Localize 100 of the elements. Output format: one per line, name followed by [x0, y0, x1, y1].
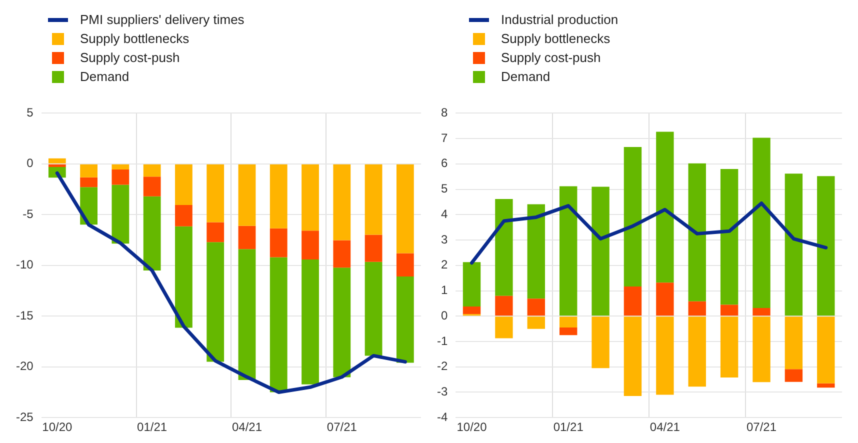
- x-tick-label: 01/21: [137, 420, 168, 434]
- bar: [143, 164, 161, 177]
- bar: [175, 164, 192, 206]
- y-tick-label: 5: [440, 182, 448, 196]
- legend-label: PMI suppliers' delivery times: [80, 12, 244, 27]
- bar: [396, 164, 414, 254]
- bar: [48, 164, 66, 167]
- bar: [592, 186, 610, 316]
- legend-label: Industrial production: [501, 12, 618, 27]
- bar: [238, 249, 256, 380]
- y-tick-label: -4: [437, 410, 448, 424]
- bar: [80, 177, 98, 188]
- y-tick-label: -15: [16, 308, 34, 322]
- bar: [559, 316, 578, 328]
- bar: [462, 306, 481, 314]
- y-tick-label: -2: [437, 359, 448, 374]
- bar: [206, 222, 224, 242]
- y-tick-label: 1: [440, 283, 448, 298]
- bar: [302, 230, 319, 260]
- y-tick-label: -10: [16, 258, 34, 272]
- bar: [656, 132, 674, 283]
- bar: [396, 253, 414, 277]
- legend-label: Demand: [80, 69, 130, 84]
- bar: [784, 316, 803, 370]
- bar: [752, 308, 770, 316]
- legend-label: Supply bottlenecks: [501, 31, 610, 46]
- y-tick-label: -1: [437, 334, 448, 348]
- bar: [495, 296, 513, 316]
- bar: [656, 282, 674, 316]
- bar: [206, 164, 224, 222]
- bar: [270, 228, 288, 258]
- bar: [527, 204, 546, 299]
- bar: [527, 316, 546, 329]
- bar: [752, 316, 770, 382]
- bar: [462, 262, 481, 306]
- y-tick-label: 2: [440, 258, 448, 272]
- bar: [238, 226, 256, 250]
- bar: [333, 164, 351, 240]
- y-tick-label: 4: [440, 206, 448, 221]
- bar: [624, 316, 642, 396]
- y-tick-label: -20: [16, 359, 34, 374]
- y-tick-label: 8: [440, 106, 448, 120]
- y-tick-label: 5: [26, 106, 34, 120]
- legend-label: Supply bottlenecks: [80, 31, 190, 46]
- y-tick-label: -5: [22, 206, 34, 221]
- x-tick-label: 07/21: [326, 420, 358, 434]
- legend-label: Supply cost-push: [80, 50, 180, 65]
- x-tick-label: 01/21: [553, 420, 584, 434]
- bar: [333, 268, 351, 378]
- bar: [270, 257, 288, 392]
- bar: [527, 298, 546, 316]
- bar: [720, 304, 738, 316]
- bar: [688, 163, 706, 302]
- bar: [495, 316, 513, 338]
- bar: [80, 164, 98, 178]
- bar: [817, 316, 835, 384]
- bar: [112, 184, 130, 244]
- legend-label: Demand: [501, 69, 550, 84]
- bar: [48, 158, 66, 164]
- bar: [112, 170, 130, 185]
- bar: [364, 262, 382, 356]
- bar: [817, 383, 835, 388]
- bar: [784, 174, 803, 316]
- bar: [270, 164, 288, 228]
- bar: [720, 169, 738, 305]
- bar: [624, 286, 642, 316]
- legend-label: Supply cost-push: [501, 50, 601, 65]
- y-tick-label: 0: [440, 308, 448, 322]
- bar: [112, 164, 130, 170]
- x-tick-label: 10/20: [456, 420, 488, 434]
- bar: [592, 316, 610, 368]
- bar: [495, 198, 513, 296]
- bar: [333, 240, 351, 268]
- y-tick-label: -25: [16, 410, 34, 424]
- y-tick-label: 0: [26, 156, 34, 170]
- y-tick-label: 7: [440, 130, 448, 145]
- bar: [175, 226, 192, 328]
- bar: [688, 316, 706, 387]
- bar: [302, 164, 319, 231]
- x-tick-label: 04/21: [232, 420, 262, 434]
- y-tick-label: 6: [440, 156, 448, 170]
- bar: [80, 187, 98, 225]
- bar: [396, 276, 414, 363]
- bar: [784, 369, 803, 382]
- bar: [143, 196, 161, 270]
- bar: [559, 186, 578, 316]
- x-tick-label: 04/21: [650, 420, 680, 434]
- bar: [175, 205, 192, 226]
- bar: [143, 176, 161, 196]
- bar: [688, 301, 706, 316]
- bar: [238, 164, 256, 226]
- y-tick-label: 3: [440, 232, 448, 246]
- x-tick-label: 07/21: [746, 420, 777, 434]
- bar: [206, 242, 224, 362]
- bar: [720, 316, 738, 378]
- bar: [817, 176, 835, 316]
- y-tick-label: -3: [437, 384, 448, 399]
- bar: [364, 164, 382, 235]
- bar: [302, 260, 319, 384]
- x-tick-label: 10/20: [42, 420, 73, 434]
